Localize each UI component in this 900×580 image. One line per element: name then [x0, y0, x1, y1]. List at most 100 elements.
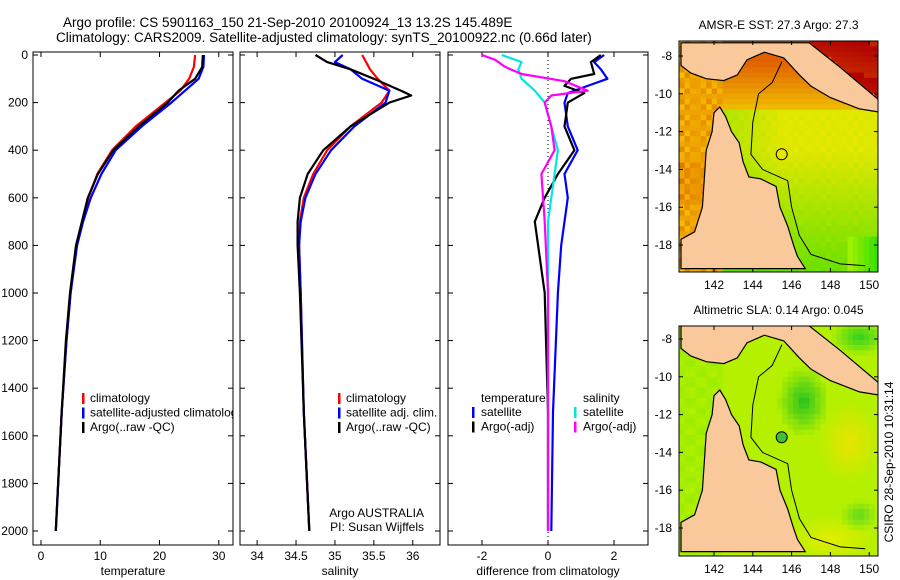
- map-cell: [814, 120, 821, 127]
- map-cell: [858, 189, 865, 195]
- map-cell: [825, 540, 832, 547]
- map-cell: [776, 67, 783, 74]
- map-cell: [684, 167, 691, 174]
- map-cell: [880, 551, 886, 557]
- map-cell: [842, 146, 848, 153]
- map-cell: [804, 194, 810, 201]
- map-cell: [836, 263, 843, 269]
- map-cell: [880, 335, 886, 341]
- map-cell: [809, 115, 816, 121]
- map-cell: [804, 466, 810, 473]
- map-cell: [679, 398, 686, 404]
- map-cell: [749, 387, 756, 394]
- map-cell: [749, 146, 756, 153]
- map-cell: [814, 152, 821, 158]
- map-cell: [847, 109, 854, 116]
- series-line-temperature-satellite: [550, 54, 609, 532]
- map-cell: [820, 413, 827, 420]
- map-cell: [798, 104, 805, 111]
- map-cell: [852, 146, 859, 153]
- map-cell: [738, 109, 745, 116]
- map-cell: [787, 487, 794, 494]
- map-cell: [820, 210, 827, 217]
- map-cell: [836, 56, 843, 63]
- map-cell: [738, 371, 745, 378]
- map-cell: [820, 162, 827, 169]
- map-cell: [684, 77, 691, 84]
- map-cell: [847, 440, 854, 447]
- map-cell: [733, 120, 740, 127]
- map-cell: [722, 93, 729, 100]
- lon-tick-label: 142: [704, 278, 724, 292]
- map-cell: [793, 115, 800, 121]
- map-cell: [793, 477, 800, 484]
- map-cell: [782, 173, 789, 180]
- map-cell: [880, 152, 886, 158]
- map-cell: [798, 83, 805, 90]
- map-cell: [852, 141, 859, 148]
- map-cell: [733, 382, 740, 388]
- map-cell: [869, 334, 876, 341]
- map-cell: [880, 67, 886, 73]
- map-cell: [804, 498, 810, 505]
- map-cell: [771, 345, 778, 351]
- map-cell: [825, 226, 832, 232]
- map-cell: [798, 429, 805, 436]
- map-cell: [798, 115, 805, 121]
- map-cell: [782, 387, 789, 394]
- map-cell: [706, 104, 713, 111]
- map-cell: [874, 146, 878, 153]
- map-cell: [852, 530, 859, 537]
- map-cell: [787, 83, 794, 90]
- map-cell: [804, 540, 810, 547]
- map-cell: [787, 215, 794, 222]
- map-cell: [820, 109, 827, 116]
- lon-tick-label: 150: [859, 562, 879, 576]
- map-cell: [869, 115, 876, 121]
- map-cell: [874, 551, 878, 556]
- map-cell: [858, 183, 865, 190]
- map-cell: [787, 493, 794, 500]
- legend-swatch: [338, 407, 341, 419]
- map-cell: [831, 403, 838, 410]
- map-cell: [787, 115, 794, 121]
- y-tick-label: 800: [8, 238, 28, 252]
- map-cell: [695, 178, 702, 185]
- map-cell: [679, 162, 686, 169]
- map-cell: [874, 236, 878, 243]
- map-cell: [766, 120, 772, 127]
- map-cell: [863, 236, 870, 243]
- map-cell: [825, 51, 832, 58]
- map-cell: [728, 83, 734, 90]
- map-cell: [738, 382, 745, 388]
- map-cell: [679, 503, 686, 510]
- map-cell: [744, 445, 751, 452]
- map-cell: [679, 456, 686, 463]
- map-cell: [869, 326, 876, 330]
- map-cell: [744, 419, 751, 425]
- map-cell: [760, 440, 767, 447]
- map-cell: [858, 109, 865, 116]
- map-cell: [858, 424, 865, 431]
- map-cell: [852, 173, 859, 180]
- map-cell: [863, 231, 870, 238]
- map-cell: [804, 173, 810, 180]
- map-cell: [787, 173, 794, 180]
- map-cell: [831, 503, 838, 510]
- map-cell: [880, 168, 886, 174]
- map-cell: [836, 268, 843, 272]
- map-cell: [787, 360, 794, 367]
- map-cell: [760, 51, 767, 58]
- map-cell: [874, 141, 878, 148]
- map-cell: [847, 345, 854, 351]
- map-cell: [717, 360, 724, 367]
- map-cell: [814, 482, 821, 489]
- map-cell: [880, 46, 886, 52]
- map-cell: [863, 152, 870, 158]
- map-cell: [825, 199, 832, 206]
- map-cell: [722, 551, 729, 556]
- map-cell: [842, 429, 848, 436]
- map-cell: [782, 551, 789, 556]
- map-cell: [695, 167, 702, 174]
